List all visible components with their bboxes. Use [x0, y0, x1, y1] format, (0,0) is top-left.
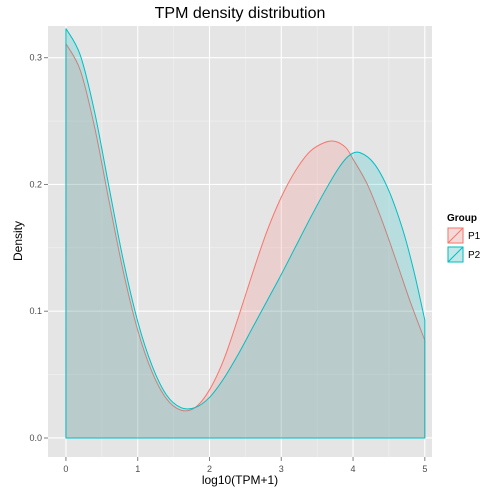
y-tick-label: 0.0 — [29, 433, 42, 443]
legend-label-p2: P2 — [468, 250, 481, 261]
x-tick-label: 5 — [422, 464, 427, 474]
x-tick-label: 3 — [279, 464, 284, 474]
x-tick-label: 2 — [207, 464, 212, 474]
legend-swatch-slash-p2 — [447, 246, 464, 263]
legend: Group P1 P2 — [446, 213, 481, 264]
density-area-p1 — [65, 43, 426, 439]
legend-title: Group — [447, 213, 477, 224]
y-tick-label: 0.2 — [29, 179, 42, 189]
y-tick-label: 0.1 — [29, 306, 42, 316]
density-curves — [65, 28, 426, 439]
axes: 0 1 2 3 4 5 0.0 0.1 0.2 0.3 — [29, 53, 427, 474]
chart-title: TPM density distribution — [155, 5, 326, 22]
x-tick-label: 0 — [63, 464, 68, 474]
legend-label-p1: P1 — [468, 231, 481, 242]
x-tick-label: 4 — [351, 464, 356, 474]
y-tick-label: 0.3 — [29, 53, 42, 63]
plot-panel — [48, 26, 432, 457]
legend-swatch-slash-p1 — [447, 227, 464, 244]
density-area-p2 — [65, 28, 426, 439]
legend-items: P1 P2 — [446, 226, 481, 264]
y-axis-title: Density — [11, 221, 25, 261]
x-tick-label: 1 — [135, 464, 140, 474]
plot-background — [48, 26, 432, 457]
x-axis-title: log10(TPM+1) — [202, 473, 278, 487]
